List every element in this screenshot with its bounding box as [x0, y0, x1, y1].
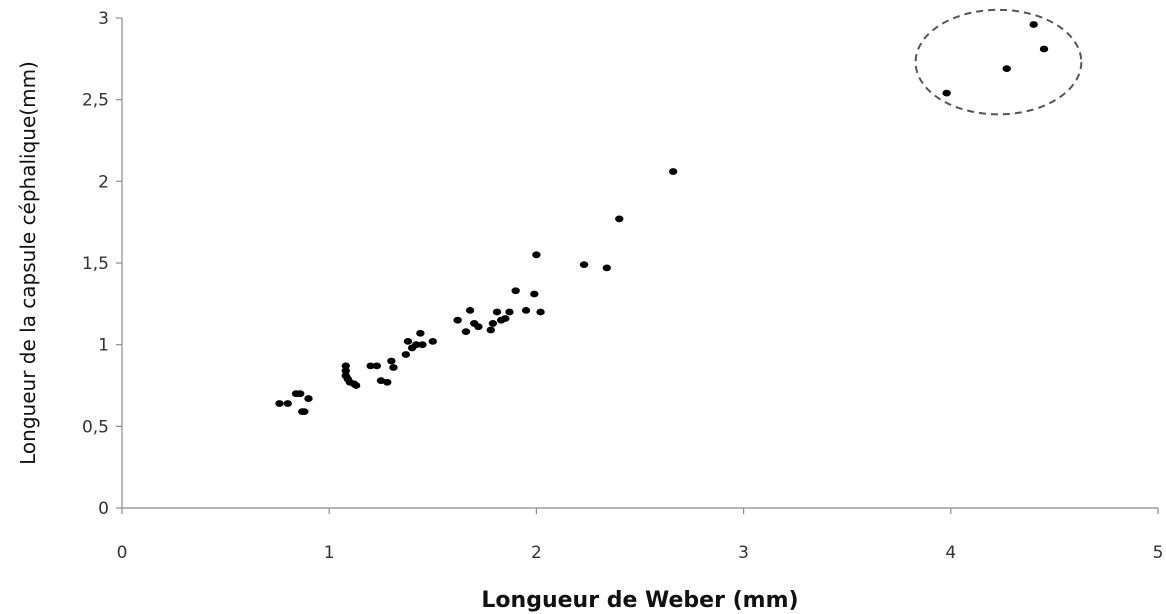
y-tick-label: 1,5 [82, 254, 109, 274]
data-point [383, 378, 392, 386]
x-tick-label: 3 [738, 543, 749, 563]
y-tick-label: 2,5 [82, 91, 109, 111]
data-point [1039, 45, 1049, 53]
data-points [275, 21, 1049, 416]
data-point [488, 320, 498, 327]
data-point [403, 338, 413, 345]
data-point [428, 338, 437, 345]
x-axis-ticks: 0 1 2 3 4 5 [117, 508, 1164, 563]
data-point [579, 261, 589, 269]
outlier-ellipse [914, 8, 1083, 116]
y-axis-ticks: 0 0,5 1 1,5 2 2,5 3 [82, 9, 122, 519]
data-point [275, 400, 284, 407]
data-point [401, 351, 411, 358]
data-point [474, 323, 483, 331]
data-point [389, 364, 398, 371]
x-tick-label: 2 [531, 543, 542, 563]
data-point [341, 367, 350, 375]
data-point [532, 251, 541, 259]
data-point [453, 316, 462, 324]
data-point [1029, 21, 1038, 28]
data-point [418, 341, 427, 349]
y-tick-label: 0,5 [82, 417, 109, 437]
annotations [914, 8, 1083, 116]
data-point [416, 329, 425, 337]
data-point [372, 362, 382, 370]
data-point [486, 326, 496, 334]
data-point [341, 362, 350, 370]
data-point [304, 395, 313, 402]
data-point [511, 287, 520, 295]
x-tick-label: 0 [117, 543, 128, 563]
data-point [942, 89, 951, 97]
data-point [668, 168, 678, 175]
data-point [501, 315, 510, 322]
data-point [1002, 65, 1011, 73]
y-tick-label: 0 [98, 499, 109, 519]
y-tick-label: 2 [98, 172, 109, 192]
data-point [536, 308, 545, 316]
data-point [530, 290, 539, 298]
data-point [615, 215, 624, 223]
data-point [283, 400, 292, 407]
data-point [295, 390, 305, 398]
y-tick-label: 3 [98, 9, 109, 29]
data-point [505, 308, 514, 316]
data-point [387, 357, 396, 365]
data-point [465, 306, 475, 314]
data-point [300, 408, 309, 416]
x-tick-label: 5 [1153, 543, 1164, 563]
data-point [351, 382, 361, 389]
x-axis-title: Longueur de Weber (mm) [481, 588, 798, 613]
data-point [602, 264, 612, 272]
x-tick-label: 1 [324, 543, 335, 563]
y-tick-label: 1 [98, 336, 109, 356]
data-point [521, 306, 531, 314]
x-tick-label: 4 [945, 543, 956, 563]
data-point [412, 341, 421, 349]
data-point [492, 308, 502, 316]
data-point [461, 328, 471, 335]
y-axis-title: Longueur de la capsule céphalique(mm) [16, 61, 40, 465]
data-point [366, 362, 375, 370]
